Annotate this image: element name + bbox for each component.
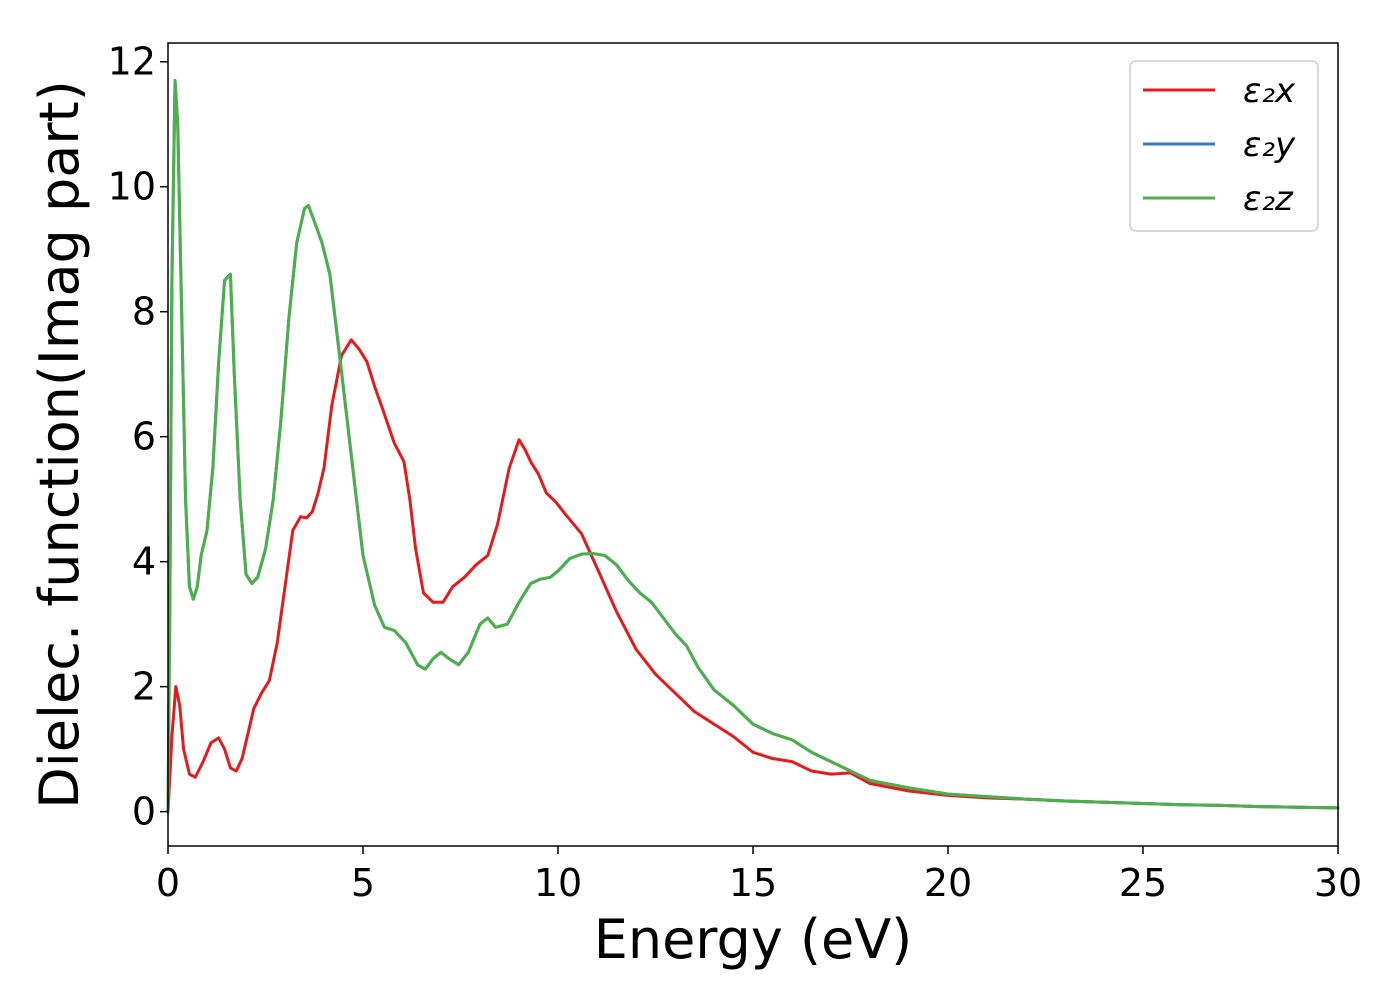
legend-label-3: ε₂z bbox=[1243, 179, 1294, 219]
x-axis-ticks: 0 5 10 15 20 25 30 bbox=[156, 846, 1362, 905]
series-line-1 bbox=[166, 338, 1340, 814]
x-tick-label: 15 bbox=[729, 861, 777, 905]
series-layer bbox=[166, 78, 1340, 814]
y-tick-label: 6 bbox=[132, 415, 156, 459]
y-axis-title: Dielec. function(Imag part) bbox=[28, 80, 91, 809]
legend-items: ε₂x ε₂y ε₂z bbox=[1143, 71, 1296, 219]
x-tick-label: 30 bbox=[1314, 861, 1362, 905]
x-axis-title: Energy (eV) bbox=[594, 908, 913, 971]
y-tick-label: 2 bbox=[132, 665, 156, 709]
x-tick-label: 20 bbox=[924, 861, 972, 905]
y-tick-label: 10 bbox=[108, 165, 156, 209]
x-tick-label: 0 bbox=[156, 861, 180, 905]
y-tick-label: 12 bbox=[108, 40, 156, 84]
x-tick-label: 25 bbox=[1119, 861, 1167, 905]
legend-label-1: ε₂x bbox=[1243, 71, 1296, 111]
x-tick-label: 5 bbox=[351, 861, 375, 905]
y-tick-label: 8 bbox=[132, 290, 156, 334]
legend-label-2: ε₂y bbox=[1243, 125, 1296, 165]
series-line-3 bbox=[166, 78, 1340, 814]
y-tick-label: 4 bbox=[132, 540, 156, 584]
y-axis-ticks: 0 2 4 6 8 10 12 bbox=[108, 40, 168, 834]
legend: ε₂x ε₂y ε₂z bbox=[1129, 60, 1319, 232]
y-tick-label: 0 bbox=[132, 790, 156, 834]
legend-frame bbox=[1129, 60, 1319, 232]
x-tick-label: 10 bbox=[534, 861, 582, 905]
